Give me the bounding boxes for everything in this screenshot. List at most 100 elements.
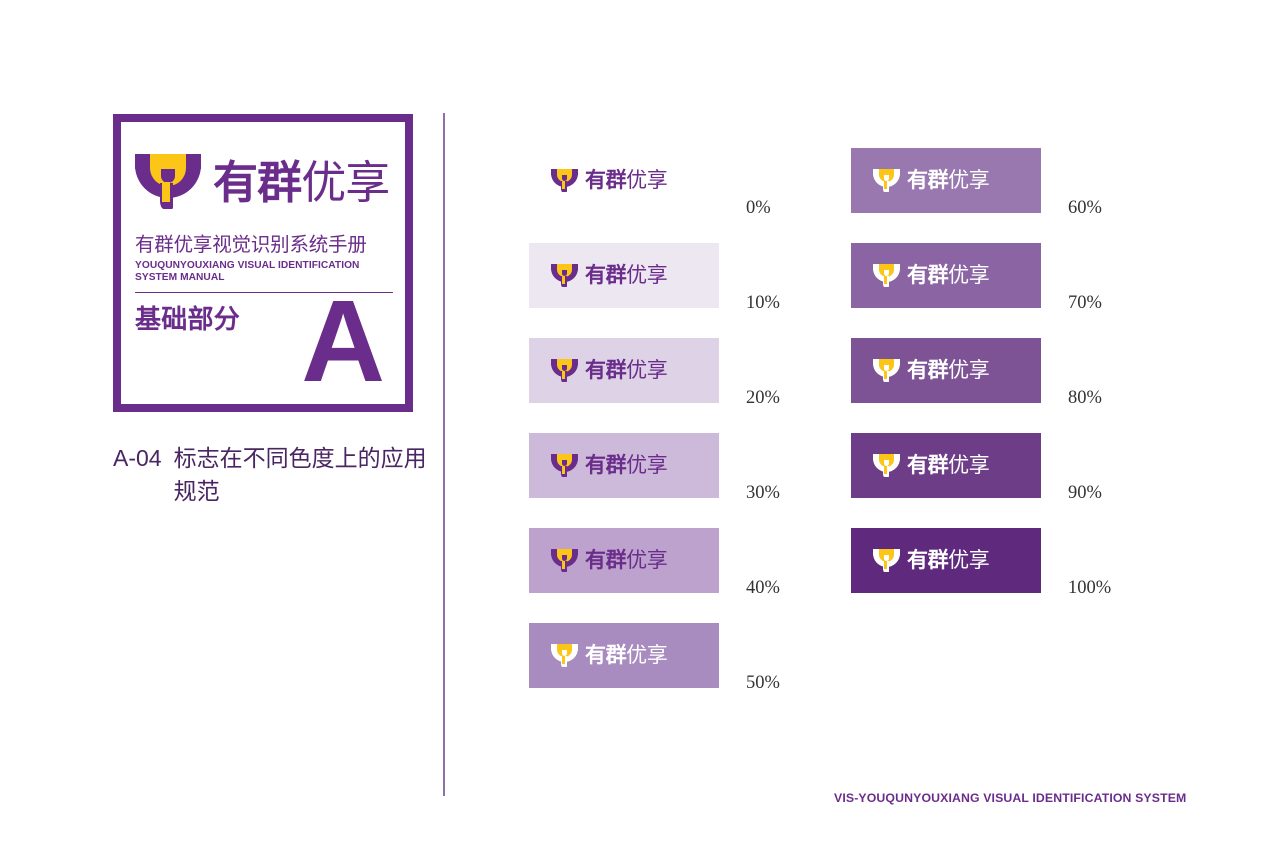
swatch-percentage-label: 0% — [746, 198, 771, 218]
logo-lockup: 有群 优享 — [873, 454, 990, 477]
swatch-column-right: 有群 优享 60% 有群 优享 70% 有群 优享 80% 有群 优享 90% 有群 优享 100% — [851, 118, 1111, 598]
logo-wordmark: 有群 优享 — [907, 359, 990, 382]
logo-tint-swatch[interactable]: 有群 优享 — [851, 528, 1041, 593]
cover-divider-rule — [135, 291, 393, 294]
swatch-row: 有群 优享 70% — [851, 213, 1111, 313]
swatch-row: 有群 优享 60% — [851, 118, 1111, 218]
swatch-percentage-label: 80% — [1068, 388, 1102, 408]
swatch-row: 有群 优享 0% — [529, 118, 780, 218]
logo-wordmark-light: 优享 — [301, 156, 390, 208]
youqunyouxiang-logo-mark — [873, 359, 900, 382]
logo-wordmark: 有群 优享 — [585, 454, 668, 477]
logo-lockup: 有群 优享 — [551, 169, 668, 192]
logo-wordmark-bold: 有群 — [585, 169, 627, 192]
swatch-percentage-label: 70% — [1068, 293, 1102, 313]
cover-section-name: 基础部分 — [135, 304, 241, 335]
caption-code: A-04 — [113, 445, 162, 471]
youqunyouxiang-logo-mark — [551, 549, 578, 572]
logo-wordmark-light: 优享 — [626, 264, 668, 287]
logo-tint-swatch[interactable]: 有群 优享 — [851, 243, 1041, 308]
logo-lockup: 有群 优享 — [551, 644, 668, 667]
cover-card-inner: 有群 优享 有群优享视觉识别系统手册 YOUQUNYOUXIANG VISUAL… — [135, 136, 393, 399]
cover-logo-lockup: 有群 优享 — [135, 154, 391, 210]
logo-lockup: 有群 优享 — [551, 359, 668, 382]
swatch-row: 有群 优享 80% — [851, 308, 1111, 408]
cover-card: 有群 优享 有群优享视觉识别系统手册 YOUQUNYOUXIANG VISUAL… — [113, 114, 413, 412]
logo-wordmark-bold: 有群 — [585, 264, 627, 287]
cover-section-letter: A — [301, 276, 385, 407]
swatch-row: 有群 优享 10% — [529, 213, 780, 313]
cover-section-row: 基础部分 A — [135, 283, 391, 399]
logo-tint-swatch[interactable]: 有群 优享 — [851, 148, 1041, 213]
logo-wordmark-bold: 有群 — [907, 169, 949, 192]
logo-lockup: 有群 优享 — [551, 549, 668, 572]
logo-tint-swatch[interactable]: 有群 优享 — [529, 528, 719, 593]
logo-wordmark-bold: 有群 — [907, 454, 949, 477]
logo-tint-swatch[interactable]: 有群 优享 — [529, 243, 719, 308]
logo-wordmark-bold: 有群 — [585, 549, 627, 572]
youqunyouxiang-logo-mark — [873, 264, 900, 287]
logo-wordmark-bold: 有群 — [585, 454, 627, 477]
logo-wordmark: 有群 优享 — [585, 549, 668, 572]
logo-wordmark: 有群 优享 — [907, 169, 990, 192]
swatch-percentage-label: 20% — [746, 388, 780, 408]
youqunyouxiang-logo-mark — [551, 359, 578, 382]
logo-lockup: 有群 优享 — [873, 549, 990, 572]
swatch-column-left: 有群 优享 0% 有群 优享 10% 有群 优享 20% 有群 优享 30% 有群 优享 40% 有群 优享 50… — [529, 118, 780, 693]
logo-lockup: 有群 优享 — [873, 264, 990, 287]
logo-wordmark-light: 优享 — [626, 549, 668, 572]
logo-wordmark: 有群 优享 — [585, 644, 668, 667]
logo-wordmark: 有群 优享 — [213, 156, 390, 208]
swatch-row: 有群 优享 40% — [529, 498, 780, 598]
swatch-row: 有群 优享 30% — [529, 403, 780, 503]
swatch-percentage-label: 100% — [1068, 578, 1112, 598]
footer-text: VIS-YOUQUNYOUXIANG VISUAL IDENTIFICATION… — [834, 791, 1187, 805]
logo-tint-swatch[interactable]: 有群 优享 — [529, 148, 719, 213]
logo-wordmark: 有群 优享 — [907, 549, 990, 572]
logo-tint-swatch[interactable]: 有群 优享 — [851, 433, 1041, 498]
logo-wordmark-bold: 有群 — [907, 359, 949, 382]
youqunyouxiang-logo-mark — [873, 169, 900, 192]
swatch-percentage-label: 30% — [746, 483, 780, 503]
logo-wordmark: 有群 优享 — [907, 264, 990, 287]
swatch-percentage-label: 40% — [746, 578, 780, 598]
logo-wordmark-light: 优享 — [948, 264, 990, 287]
logo-wordmark-bold: 有群 — [213, 156, 302, 208]
youqunyouxiang-logo-mark — [551, 264, 578, 287]
youqunyouxiang-logo-mark — [551, 454, 578, 477]
youqunyouxiang-logo-mark — [873, 549, 900, 572]
logo-wordmark-bold: 有群 — [585, 359, 627, 382]
vertical-divider — [443, 113, 445, 796]
swatch-row: 有群 优享 90% — [851, 403, 1111, 503]
logo-lockup: 有群 优享 — [873, 169, 990, 192]
logo-wordmark-light: 优享 — [948, 359, 990, 382]
swatch-percentage-label: 50% — [746, 673, 780, 693]
logo-tint-swatch[interactable]: 有群 优享 — [851, 338, 1041, 403]
swatch-row: 有群 优享 20% — [529, 308, 780, 408]
logo-wordmark-bold: 有群 — [585, 644, 627, 667]
logo-wordmark-light: 优享 — [948, 454, 990, 477]
caption-text: 标志在不同色度上的应用规范 — [173, 445, 427, 504]
swatch-percentage-label: 90% — [1068, 483, 1102, 503]
youqunyouxiang-logo-mark — [873, 454, 900, 477]
logo-wordmark-light: 优享 — [626, 169, 668, 192]
youqunyouxiang-logo-mark — [551, 169, 578, 192]
logo-wordmark-light: 优享 — [626, 454, 668, 477]
logo-wordmark-light: 优享 — [948, 549, 990, 572]
youqunyouxiang-logo-mark — [135, 154, 201, 210]
cover-title-chinese: 有群优享视觉识别系统手册 — [135, 234, 367, 256]
swatch-row: 有群 优享 100% — [851, 498, 1111, 598]
logo-wordmark-light: 优享 — [948, 169, 990, 192]
logo-wordmark-bold: 有群 — [907, 549, 949, 572]
logo-wordmark: 有群 优享 — [585, 169, 668, 192]
logo-tint-swatch[interactable]: 有群 优享 — [529, 338, 719, 403]
logo-tint-swatch[interactable]: 有群 优享 — [529, 623, 719, 688]
logo-lockup: 有群 优享 — [873, 359, 990, 382]
logo-tint-swatch[interactable]: 有群 优享 — [529, 433, 719, 498]
logo-wordmark: 有群 优享 — [907, 454, 990, 477]
logo-wordmark-light: 优享 — [626, 359, 668, 382]
logo-wordmark-light: 优享 — [626, 644, 668, 667]
logo-wordmark-bold: 有群 — [907, 264, 949, 287]
cover-title-english: YOUQUNYOUXIANG VISUAL IDENTIFICATION SYS… — [135, 260, 360, 284]
